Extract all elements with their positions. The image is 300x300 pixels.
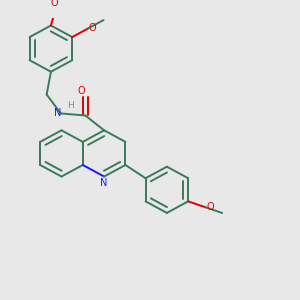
Text: N: N — [100, 178, 107, 188]
Text: O: O — [51, 0, 59, 8]
Text: N: N — [54, 108, 61, 118]
Text: O: O — [206, 202, 214, 212]
Text: O: O — [89, 23, 96, 33]
Text: O: O — [77, 86, 85, 96]
Text: H: H — [68, 101, 74, 110]
